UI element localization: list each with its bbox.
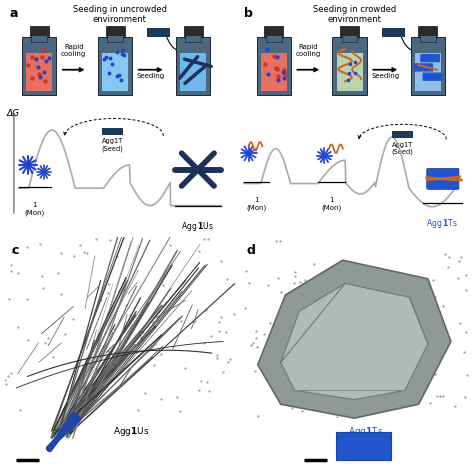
Text: Seeding in uncrowded
environment: Seeding in uncrowded environment: [73, 5, 167, 24]
Text: a: a: [9, 7, 18, 20]
Text: Agg1T
(Seed): Agg1T (Seed): [392, 142, 413, 155]
Bar: [185, 35, 201, 42]
FancyBboxPatch shape: [427, 168, 459, 189]
Bar: [22, 37, 56, 95]
Bar: [98, 37, 132, 95]
Text: 1
(Mon): 1 (Mon): [321, 198, 341, 211]
Text: Agg1T
(Seed): Agg1T (Seed): [102, 138, 124, 152]
Text: Seeding in crowded
environment: Seeding in crowded environment: [313, 5, 396, 24]
Text: 1
(Mon): 1 (Mon): [246, 198, 267, 211]
Text: ΔG: ΔG: [7, 109, 20, 118]
Bar: [266, 35, 282, 42]
Bar: [419, 26, 438, 37]
Bar: [102, 128, 123, 135]
Bar: [5, 418, 235, 469]
Bar: [340, 26, 359, 37]
Bar: [410, 37, 445, 95]
Bar: [30, 26, 49, 37]
Bar: [392, 131, 413, 138]
Text: c: c: [12, 244, 19, 257]
Bar: [256, 37, 291, 95]
Bar: [176, 37, 210, 95]
Text: b: b: [244, 7, 253, 20]
Bar: [147, 28, 170, 36]
Text: Agg $\mathbf{1}$Ts: Agg $\mathbf{1}$Ts: [426, 217, 458, 230]
Bar: [180, 53, 206, 91]
Text: Rapid
cooling: Rapid cooling: [61, 44, 86, 57]
Text: Agg $\mathbf{1}$Us: Agg $\mathbf{1}$Us: [182, 219, 214, 233]
Bar: [106, 26, 125, 37]
Text: Rapid
cooling: Rapid cooling: [296, 44, 321, 57]
Bar: [264, 26, 283, 37]
Bar: [332, 37, 367, 95]
Bar: [336, 432, 391, 460]
Polygon shape: [258, 260, 451, 418]
Bar: [420, 35, 436, 42]
Text: Seeding: Seeding: [371, 73, 400, 79]
Polygon shape: [281, 283, 428, 400]
Bar: [382, 28, 405, 36]
Bar: [342, 35, 357, 42]
Bar: [239, 418, 469, 469]
Text: Seeding: Seeding: [137, 73, 165, 79]
Text: 1
(Mon): 1 (Mon): [25, 202, 45, 216]
Text: d: d: [246, 244, 255, 257]
Text: Agg$\mathbf{1}$Ts: Agg$\mathbf{1}$Ts: [348, 425, 383, 438]
Bar: [107, 35, 123, 42]
FancyBboxPatch shape: [413, 63, 433, 72]
Bar: [337, 53, 363, 91]
Bar: [31, 35, 47, 42]
Text: Agg$\mathbf{1}$Us: Agg$\mathbf{1}$Us: [113, 425, 149, 438]
Bar: [26, 53, 52, 91]
Bar: [102, 53, 128, 91]
FancyBboxPatch shape: [423, 73, 442, 81]
Bar: [415, 53, 441, 91]
Bar: [261, 53, 287, 91]
FancyBboxPatch shape: [420, 54, 440, 62]
Bar: [184, 26, 203, 37]
